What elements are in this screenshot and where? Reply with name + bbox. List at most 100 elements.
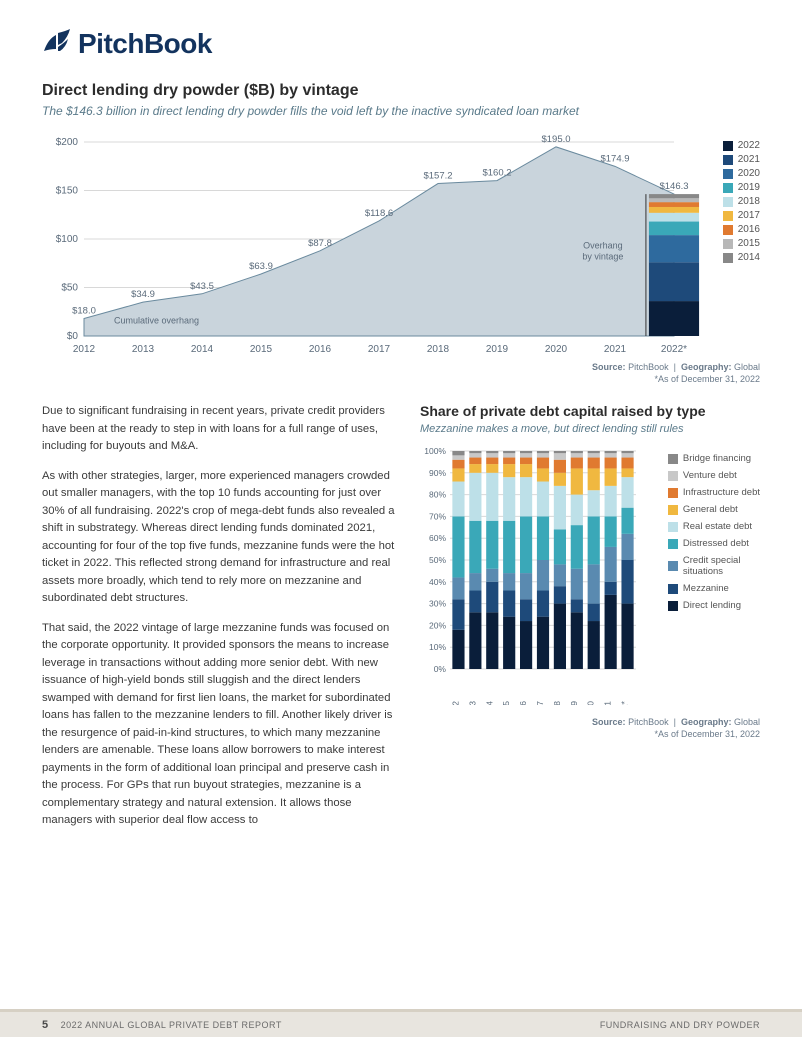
legend-item: 2018 [723,196,760,207]
svg-text:2019: 2019 [569,701,579,705]
svg-text:Overhang: Overhang [583,241,623,251]
svg-text:40%: 40% [429,577,446,587]
legend-item: 2015 [723,238,760,249]
legend-label: 2022 [738,140,760,151]
chart1-legend: 202220212020201920182017201620152014 [723,128,760,263]
body-p2: As with other strategies, larger, more e… [42,468,396,608]
legend-label: 2015 [738,238,760,249]
legend-swatch [668,539,678,549]
body-text-column: Due to significant fundraising in recent… [42,403,396,842]
svg-text:90%: 90% [429,468,446,478]
svg-text:2021: 2021 [603,701,613,705]
chart2-subtitle: Mezzanine makes a move, but direct lendi… [420,423,760,435]
svg-text:$18.0: $18.0 [72,306,96,317]
svg-text:$0: $0 [67,331,79,342]
svg-text:60%: 60% [429,534,446,544]
legend-item: 2020 [723,168,760,179]
svg-text:$100: $100 [56,234,79,245]
svg-text:50%: 50% [429,555,446,565]
svg-text:2014: 2014 [484,701,494,705]
legend-swatch [668,471,678,481]
legend-item: 2017 [723,210,760,221]
svg-text:$160.2: $160.2 [482,168,511,179]
legend-swatch [723,169,733,179]
legend-item: Distressed debt [668,538,760,549]
legend-label: Infrastructure debt [683,487,760,498]
page-number: 5 [42,1019,49,1031]
svg-text:$195.0: $195.0 [541,134,570,145]
legend-swatch [723,211,733,221]
logo-text: PitchBook [78,28,212,60]
svg-text:$150: $150 [56,186,79,197]
svg-text:2016: 2016 [309,344,332,355]
chart1-source: Source: PitchBook | Geography: Global *A… [42,362,760,385]
legend-swatch [723,141,733,151]
legend-label: Mezzanine [683,583,729,594]
legend-label: Real estate debt [683,521,752,532]
legend-swatch [723,155,733,165]
body-p3: That said, the 2022 vintage of large mez… [42,620,396,830]
legend-swatch [668,601,678,611]
legend-item: Venture debt [668,470,760,481]
legend-label: 2020 [738,168,760,179]
svg-text:2022*: 2022* [620,701,630,706]
legend-swatch [668,505,678,515]
svg-text:2020: 2020 [545,344,568,355]
svg-text:$118.6: $118.6 [365,208,393,219]
svg-text:10%: 10% [429,643,446,653]
legend-item: Real estate debt [668,521,760,532]
legend-item: Direct lending [668,600,760,611]
legend-label: Distressed debt [683,538,749,549]
svg-text:2017: 2017 [368,344,391,355]
legend-label: 2014 [738,252,760,263]
svg-text:30%: 30% [429,599,446,609]
legend-item: General debt [668,504,760,515]
chart2-source: Source: PitchBook | Geography: Global *A… [420,717,760,740]
chart1-subtitle: The $146.3 billion in direct lending dry… [42,104,760,118]
legend-item: 2021 [723,154,760,165]
legend-swatch [723,253,733,263]
body-p1: Due to significant fundraising in recent… [42,403,396,456]
svg-text:$34.9: $34.9 [131,289,155,300]
svg-text:2014: 2014 [191,344,214,355]
chart1-container: Direct lending dry powder ($B) by vintag… [42,82,760,385]
legend-swatch [723,239,733,249]
svg-text:$43.5: $43.5 [190,281,214,292]
legend-swatch [668,522,678,532]
legend-item: 2016 [723,224,760,235]
chart1-title: Direct lending dry powder ($B) by vintag… [42,82,760,100]
legend-swatch [723,183,733,193]
svg-text:2012: 2012 [450,701,460,705]
legend-swatch [723,225,733,235]
svg-text:by vintage: by vintage [582,252,623,262]
legend-swatch [668,584,678,594]
svg-text:2018: 2018 [427,344,450,355]
legend-item: Credit specialsituations [668,555,760,577]
svg-text:$200: $200 [56,137,79,148]
legend-label: Credit specialsituations [683,555,741,577]
legend-item: Mezzanine [668,583,760,594]
chart2-legend: Bridge financingVenture debtInfrastructu… [668,445,760,611]
svg-text:2021: 2021 [604,344,627,355]
chart2-title: Share of private debt capital raised by … [420,403,760,419]
svg-text:Cumulative overhang: Cumulative overhang [114,315,199,325]
svg-text:2019: 2019 [486,344,509,355]
svg-text:20%: 20% [429,621,446,631]
svg-text:$146.3: $146.3 [659,181,688,192]
legend-item: 2022 [723,140,760,151]
legend-label: 2018 [738,196,760,207]
svg-text:2013: 2013 [132,344,155,355]
legend-label: 2016 [738,224,760,235]
svg-text:$87.8: $87.8 [308,238,332,249]
legend-label: 2021 [738,154,760,165]
svg-text:0%: 0% [434,664,447,674]
svg-text:2013: 2013 [467,701,477,705]
legend-item: 2014 [723,252,760,263]
svg-text:2016: 2016 [518,701,528,705]
svg-text:$63.9: $63.9 [249,261,273,272]
chart2-container: Share of private debt capital raised by … [420,403,760,842]
svg-text:2012: 2012 [73,344,96,355]
logo-mark-icon [42,29,72,60]
svg-text:2015: 2015 [501,701,511,705]
legend-label: Venture debt [683,470,737,481]
